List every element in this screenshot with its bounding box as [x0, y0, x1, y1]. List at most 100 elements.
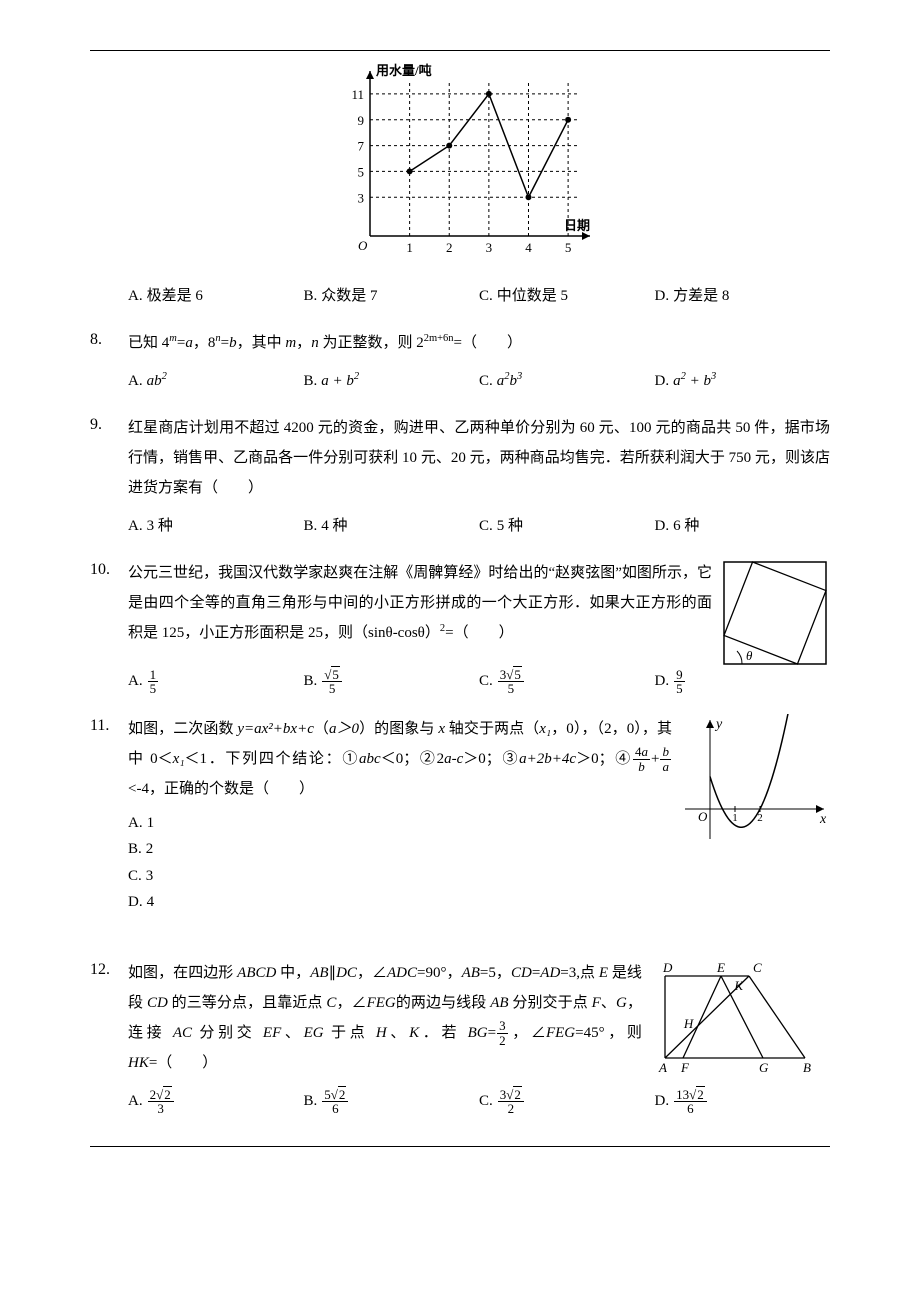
opt-text: 3 — [146, 865, 154, 888]
den: 5 — [148, 682, 159, 696]
rad: 2 — [338, 1086, 347, 1102]
svg-text:7: 7 — [358, 139, 365, 154]
q12-figure: DECAFGBHK — [650, 958, 830, 1073]
var: AB — [490, 995, 508, 1011]
t: 于点 — [324, 1025, 376, 1041]
var: K — [409, 1025, 419, 1041]
fraction: 355 — [498, 668, 524, 696]
sqrt-icon: 2 — [506, 1088, 522, 1102]
q7-opt-C: C.中位数是 5 — [479, 283, 655, 310]
q12-opt-C: C. 322 — [479, 1088, 655, 1116]
rad: 2 — [696, 1086, 705, 1102]
t: ，8 — [193, 335, 216, 351]
svg-text:11: 11 — [351, 87, 364, 102]
sqrt-icon: 5 — [324, 668, 340, 682]
var: a-c — [444, 751, 463, 767]
q9-opt-B: B.4 种 — [304, 513, 480, 540]
q9-options: A.3 种 B.4 种 C.5 种 D.6 种 — [128, 513, 830, 540]
svg-text:3: 3 — [358, 190, 365, 205]
t: ，其中 — [237, 335, 286, 351]
q8-opt-A: A.ab2 — [128, 368, 304, 395]
opt-text: 2 — [146, 838, 154, 861]
q8-options: A.ab2 B.a + b2 C.a2b3 D.a2 + b3 — [128, 368, 830, 395]
t: 如图，在四边形 — [128, 965, 237, 981]
num: 35 — [498, 668, 524, 683]
t: =（ ） — [454, 335, 522, 351]
svg-text:B: B — [803, 1060, 811, 1073]
t: 、 — [281, 1025, 303, 1041]
q12-opt-A: A. 223 — [128, 1088, 304, 1116]
svg-text:C: C — [753, 960, 762, 975]
var: C — [326, 995, 336, 1011]
t: 、 — [601, 995, 616, 1011]
svg-text:4: 4 — [525, 240, 532, 255]
den: 5 — [322, 682, 342, 696]
t: 、 — [387, 1025, 409, 1041]
opt-label: B. — [304, 668, 318, 696]
svg-text:A: A — [658, 1060, 667, 1073]
footer-rule — [90, 1146, 830, 1147]
q9-num: 9. — [90, 413, 128, 437]
t: =3, — [560, 965, 580, 981]
q10-options: A. 15 B. 55 C. 355 D. 95 — [128, 668, 830, 696]
t: 轴交于两点（ — [445, 721, 539, 737]
opt-text: 众数是 7 — [321, 283, 377, 310]
var: b — [229, 335, 237, 351]
sqrt-icon: 2 — [156, 1088, 172, 1102]
var: a+2b+4c — [519, 751, 576, 767]
num: 9 — [674, 668, 685, 683]
t: 已知 4 — [128, 335, 169, 351]
t: 中， — [276, 965, 310, 981]
svg-text:G: G — [759, 1060, 769, 1073]
fraction: 55 — [322, 668, 342, 696]
svg-text:O: O — [698, 809, 708, 824]
t: ，∠ — [357, 965, 387, 981]
t: =45°，则 — [575, 1025, 642, 1041]
t: =（ ） — [149, 1055, 217, 1071]
svg-text:K: K — [733, 978, 744, 993]
var: G — [616, 995, 627, 1011]
t: 分别交 — [192, 1025, 263, 1041]
fraction: 223 — [148, 1088, 174, 1116]
q10-opt-B: B. 55 — [304, 668, 480, 696]
q10-row: 10. θ 公元三世纪，我国汉代数学家赵爽在注解《周髀算经》时给出的“赵爽弦图”… — [90, 558, 830, 696]
q10-opt-A: A. 15 — [128, 668, 304, 696]
opt-label: A. — [128, 812, 143, 835]
opt-text: 6 种 — [673, 513, 699, 540]
opt-label: C. — [479, 1088, 493, 1116]
fraction: 1326 — [674, 1088, 707, 1116]
svg-text:1: 1 — [732, 812, 738, 824]
t: 的两边与线段 — [396, 995, 490, 1011]
opt-label: C. — [479, 283, 493, 310]
t: 分别交于点 — [509, 995, 592, 1011]
var: x₁ — [173, 751, 185, 767]
svg-text:3: 3 — [486, 240, 493, 255]
q12-row: 12. DECAFGBHK 如图，在四边形 ABCD 中，AB∥DC，∠ADC=… — [90, 958, 830, 1116]
opt-text: a2b3 — [497, 368, 523, 395]
t: <-4，正确的个数是（ ） — [128, 781, 314, 797]
q10-figure: θ — [720, 558, 830, 668]
var: AC — [173, 1025, 192, 1041]
var: AB — [462, 965, 480, 981]
var: H — [376, 1025, 387, 1041]
q8-opt-B: B.a + b2 — [304, 368, 480, 395]
den: a — [660, 760, 671, 774]
var: CD — [511, 965, 532, 981]
q7-opt-D: D.方差是 8 — [655, 283, 831, 310]
q7-chart-container: 12345357911用水量/吨日期O — [90, 61, 830, 269]
q8-stem: 已知 4m=a，8n=b，其中 m，n 为正整数，则 22m+6n=（ ） — [128, 328, 830, 358]
q7-opt-A: A.极差是 6 — [128, 283, 304, 310]
var: FEG — [367, 995, 396, 1011]
rad: 2 — [163, 1086, 172, 1102]
t: 的三等分点，且靠近点 — [168, 995, 327, 1011]
t: = — [221, 335, 229, 351]
rad: 5 — [331, 666, 340, 682]
q9-opt-C: C.5 种 — [479, 513, 655, 540]
fraction: 95 — [674, 668, 685, 696]
opt-label: A. — [128, 513, 143, 540]
num: 3 — [497, 1019, 508, 1034]
q8-opt-D: D.a2 + b3 — [655, 368, 831, 395]
opt-text: 1 — [147, 812, 155, 835]
opt-label: B. — [304, 283, 318, 310]
svg-text:O: O — [358, 238, 368, 253]
